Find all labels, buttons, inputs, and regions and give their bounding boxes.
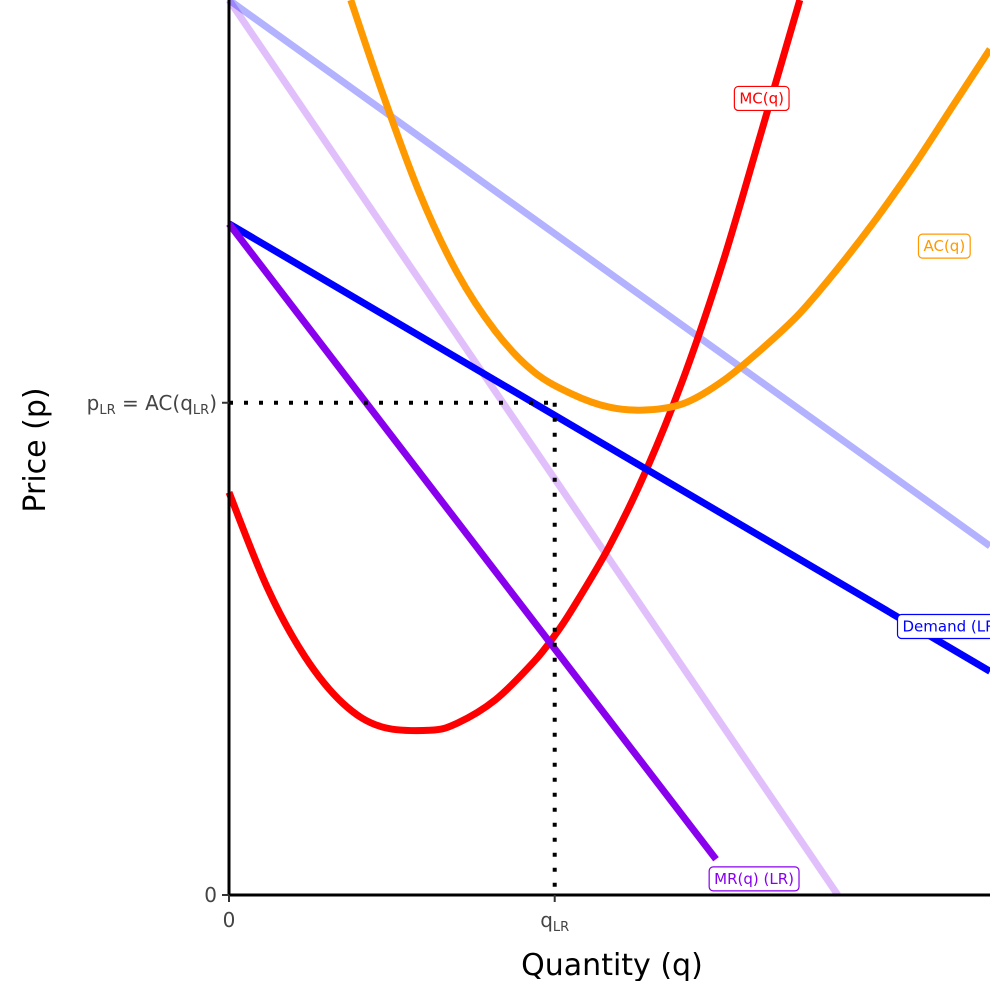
curve-label-mr-q-lr: MR(q) (LR): [709, 867, 799, 891]
curve-label-text: MC(q): [739, 89, 784, 107]
x-tick-label: qLR: [540, 908, 569, 935]
y-tick-label: pLR = AC(qLR): [87, 391, 217, 418]
y-tick-label: 0: [204, 883, 217, 907]
curve-label-text: MR(q) (LR): [714, 870, 794, 888]
curves: [229, 0, 990, 895]
series-shifted-5: [229, 0, 838, 895]
reference-lines: [229, 403, 555, 895]
series-shifted-4: [229, 0, 990, 546]
ticks: 0 qLR 0 pLR = AC(qLR): [87, 391, 570, 935]
curve-label-text: Demand (LR): [903, 618, 990, 636]
y-axis-title: Price (p): [18, 387, 53, 512]
curve-label-text: AC(q): [923, 237, 965, 255]
curve-label-ac-q: AC(q): [918, 234, 970, 258]
series-mc-q: [229, 0, 800, 731]
series-demand-lr: [229, 224, 990, 672]
x-tick-label: 0: [223, 908, 236, 932]
series-mr-q-lr: [229, 224, 716, 859]
curve-label-mc-q: MC(q): [734, 86, 789, 110]
curve-label-demand-lr: Demand (LR): [898, 615, 990, 639]
x-axis-title: Quantity (q): [521, 948, 703, 981]
